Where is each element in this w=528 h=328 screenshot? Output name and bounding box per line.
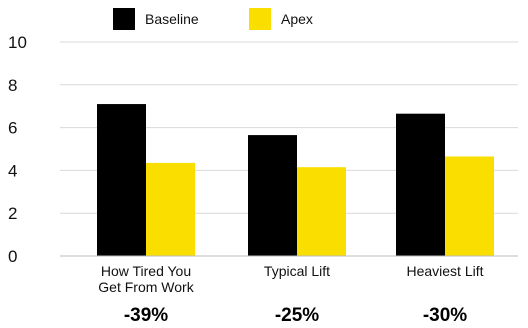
- change-label: -30%: [423, 305, 467, 326]
- y-tick-label: 10: [8, 33, 27, 52]
- y-tick-label: 0: [8, 247, 17, 266]
- bar-baseline-0: [97, 104, 146, 256]
- x-category-label: How Tired You Get From Work: [98, 263, 194, 295]
- legend-label-baseline: Baseline: [145, 11, 199, 27]
- legend: Baseline Apex: [113, 8, 313, 30]
- y-tick-label: 6: [8, 119, 17, 138]
- change-label: -39%: [124, 305, 168, 326]
- y-tick-label: 4: [8, 161, 17, 180]
- legend-swatch-baseline: [113, 8, 135, 30]
- x-axis-categories: How Tired You Get From Work Typical Lift He…: [98, 263, 483, 295]
- y-tick-label: 2: [8, 204, 17, 223]
- bar-apex-0: [146, 162, 195, 256]
- x-category-label: Heaviest Lift: [406, 263, 483, 279]
- bar-baseline-1: [248, 135, 297, 256]
- bars: [97, 104, 494, 256]
- x-category-label: Typical Lift: [264, 263, 330, 279]
- legend-label-apex: Apex: [281, 11, 313, 27]
- change-labels: -39% -25% -30%: [124, 305, 467, 326]
- bar-apex-1: [297, 167, 346, 256]
- bar-apex-2: [445, 156, 494, 256]
- y-tick-label: 8: [8, 76, 17, 95]
- bar-baseline-2: [396, 113, 445, 256]
- change-label: -25%: [275, 305, 319, 326]
- y-axis-ticks: 0 2 4 6 8 10: [8, 33, 27, 266]
- legend-swatch-apex: [249, 8, 271, 30]
